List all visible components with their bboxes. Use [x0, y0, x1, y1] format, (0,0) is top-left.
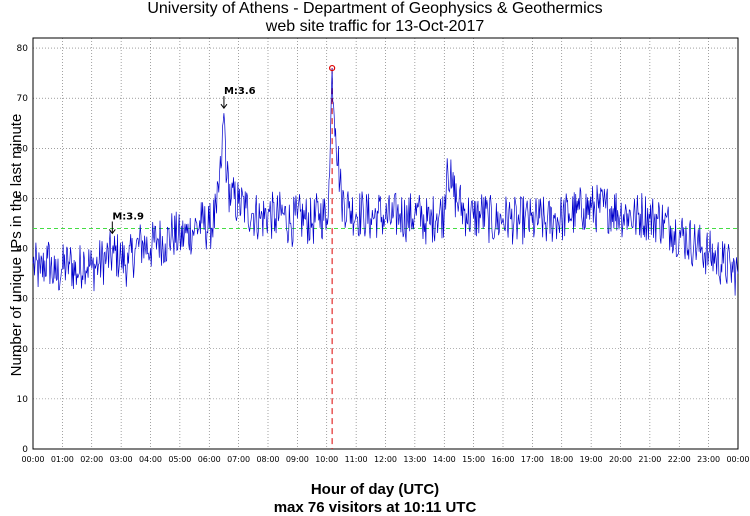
- y-tick-label-20: 20: [17, 345, 29, 355]
- x-tick-label-7: 07:00: [227, 455, 250, 464]
- x-tick-label-21: 21:00: [638, 455, 661, 464]
- y-tick-label-30: 30: [17, 295, 29, 305]
- y-ticks: 0 10 20 30 40 50 60 70 80: [17, 44, 29, 455]
- x-tick-label-5: 05:00: [168, 455, 191, 464]
- x-tick-label-1: 01:00: [51, 455, 74, 464]
- y-tick-label-60: 60: [17, 144, 29, 154]
- chart-subtitle: web site traffic for 13-Oct-2017: [265, 18, 485, 35]
- x-tick-label-8: 08:00: [256, 455, 279, 464]
- y-tick-label-70: 70: [17, 94, 29, 104]
- x-tick-label-24: 00:00: [726, 455, 749, 464]
- x-tick-label-20: 20:00: [609, 455, 632, 464]
- x-tick-label-0: 00:00: [21, 455, 44, 464]
- x-tick-label-3: 03:00: [110, 455, 133, 464]
- y-tick-label-80: 80: [17, 44, 29, 54]
- max-marker-dot: [329, 64, 336, 72]
- x-axis-label: Hour of day (UTC): [310, 481, 440, 498]
- x-tick-label-19: 19:00: [580, 455, 603, 464]
- x-tick-label-12: 12:00: [374, 455, 397, 464]
- annotation-arrow-head-1: [220, 103, 228, 110]
- x-tick-label-11: 11:00: [345, 455, 368, 464]
- x-tick-label-6: 06:00: [198, 455, 221, 464]
- x-tick-label-23: 23:00: [697, 455, 720, 464]
- x-tick-label-18: 18:00: [550, 455, 573, 464]
- y-tick-label-10: 10: [17, 395, 29, 405]
- y-axis-label: Number of unique IPs in the last minute: [8, 113, 25, 377]
- series-line-traffic: [32, 68, 739, 296]
- chart-title: University of Athens - Department of Geo…: [147, 0, 603, 17]
- x-tick-label-17: 17:00: [521, 455, 544, 464]
- x-tick-label-22: 22:00: [668, 455, 691, 464]
- x-tick-label-4: 04:00: [139, 455, 162, 464]
- annotation-label-1: M:3.6: [224, 86, 256, 97]
- annotations: M:3.9 M:3.6: [108, 86, 256, 235]
- y-tick-label-40: 40: [17, 245, 29, 255]
- x-tick-label-2: 02:00: [80, 455, 103, 464]
- x-axis-sublabel: max 76 visitors at 10:11 UTC: [273, 499, 477, 516]
- grid-lines: [33, 38, 738, 450]
- x-tick-label-14: 14:00: [433, 455, 456, 464]
- x-tick-label-10: 10:00: [315, 455, 338, 464]
- x-tick-label-16: 16:00: [491, 455, 514, 464]
- y-tick-label-0: 0: [22, 445, 28, 455]
- y-tick-label-50: 50: [17, 194, 29, 204]
- x-tick-label-13: 13:00: [403, 455, 426, 464]
- annotation-label-0: M:3.9: [112, 211, 144, 222]
- x-ticks: 00:00 01:00 02:00 03:00 04:00 05:00 06:00 07:00…: [21, 455, 749, 464]
- x-tick-label-15: 15:00: [462, 455, 485, 464]
- annotation-arrow-head-0: [108, 229, 116, 235]
- x-tick-label-9: 09:00: [286, 455, 309, 464]
